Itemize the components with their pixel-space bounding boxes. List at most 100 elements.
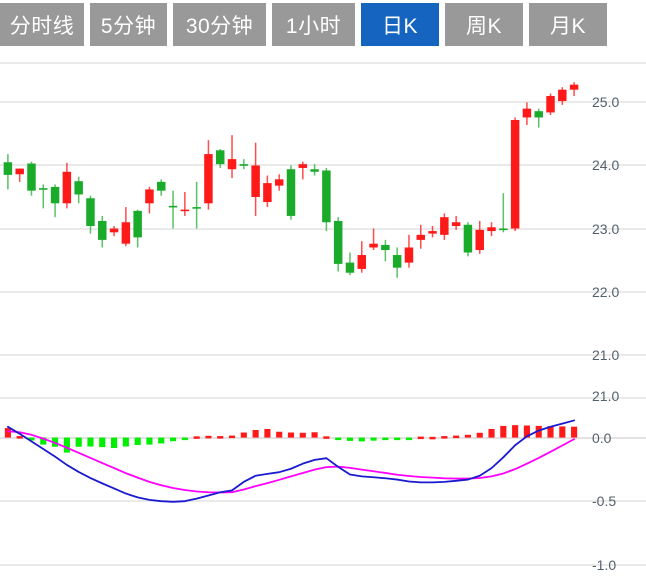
candle-body <box>227 159 237 170</box>
macd-bar-16 <box>193 436 200 439</box>
candle-11 <box>133 209 142 248</box>
gridline-price-0 <box>0 101 646 103</box>
macd-bar-47 <box>559 426 566 438</box>
candle-body <box>157 181 166 191</box>
candle-45 <box>534 108 543 128</box>
candle-body <box>215 150 225 165</box>
candle-37 <box>440 213 449 240</box>
candle-body <box>451 222 461 227</box>
candle-body <box>98 220 107 240</box>
candle-body <box>381 244 390 250</box>
candle-body <box>463 224 473 253</box>
period-tab-1[interactable]: 5分钟 <box>90 3 167 46</box>
macd-bar-10 <box>122 437 129 447</box>
candle-body <box>357 255 367 269</box>
macd-bar-7 <box>87 437 94 447</box>
candle-body <box>168 205 178 208</box>
price-tick-label-0: 25.0 <box>592 94 619 110</box>
macd-bar-26 <box>311 432 318 438</box>
candle-2 <box>27 161 36 196</box>
candle-8 <box>98 215 107 248</box>
candle-21 <box>251 142 260 216</box>
period-tab-3[interactable]: 1小时 <box>272 3 355 46</box>
candle-25 <box>298 161 308 180</box>
macd-bar-39 <box>464 434 471 438</box>
candle-body <box>274 179 284 186</box>
macd-bar-25 <box>299 432 306 438</box>
candle-body <box>369 243 378 248</box>
candle-31 <box>369 228 378 250</box>
macd-tick-label-2: -1.0 <box>592 557 616 573</box>
candle-body <box>558 89 567 102</box>
candle-33 <box>392 247 402 278</box>
period-tab-6[interactable]: 月K <box>529 3 607 46</box>
candle-body <box>192 207 201 209</box>
dif-line <box>7 419 575 503</box>
period-tab-2[interactable]: 30分钟 <box>173 3 266 46</box>
macd-bar-46 <box>547 426 554 438</box>
candle-13 <box>157 179 166 196</box>
period-tab-5[interactable]: 周K <box>445 3 523 46</box>
tab-separator <box>266 0 272 43</box>
macd-bar-38 <box>453 435 460 439</box>
macd-bar-29 <box>346 437 354 441</box>
macd-bar-48 <box>571 426 578 438</box>
macd-bar-13 <box>158 437 165 444</box>
macd-bar-36 <box>429 436 436 440</box>
candle-body <box>121 222 131 244</box>
macd-bar-8 <box>99 437 106 448</box>
candle-24 <box>286 165 296 220</box>
candle-body <box>15 168 24 175</box>
candle-body <box>133 210 142 238</box>
candle-44 <box>522 102 532 126</box>
candle-body <box>263 183 272 203</box>
candle-4 <box>50 184 60 218</box>
macd-bar-31 <box>370 437 377 441</box>
candle-29 <box>345 252 355 276</box>
period-tab-4[interactable]: 日K <box>361 3 439 46</box>
gridline-macd-0 <box>0 437 646 439</box>
candle-18 <box>215 149 225 168</box>
period-tab-bar[interactable]: 分时线 5分钟 30分钟 1小时 日K 周K 月K <box>0 0 646 50</box>
candle-body <box>50 186 60 204</box>
candlestick-series <box>3 82 579 278</box>
candle-body <box>239 164 249 166</box>
candle-16 <box>192 181 201 229</box>
macd-bar-11 <box>134 437 141 445</box>
gridline-macd-top <box>0 397 646 399</box>
gridline-price-2 <box>0 228 646 230</box>
macd-bar-0 <box>4 428 11 438</box>
candle-wick <box>231 135 233 179</box>
macd-bar-24 <box>287 432 295 438</box>
candle-20 <box>239 159 249 170</box>
price-tick-label-1: 24.0 <box>592 157 619 173</box>
macd-bar-28 <box>335 437 342 441</box>
price-tick-label-2: 23.0 <box>592 221 619 237</box>
macd-bar-20 <box>240 432 247 438</box>
macd-lines <box>7 419 575 503</box>
candle-23 <box>274 174 284 191</box>
candle-19 <box>227 135 237 179</box>
candle-body <box>286 169 296 216</box>
chart-canvas-area[interactable]: 25.0 24.0 23.0 22.0 21.0 21.0 0.0 -0.5 -1.0 <box>0 50 646 586</box>
macd-bar-6 <box>75 437 82 447</box>
candle-body <box>3 162 13 175</box>
candle-14 <box>168 190 178 229</box>
tab-separator <box>523 0 529 43</box>
candle-5 <box>62 162 72 209</box>
candle-body <box>534 111 543 118</box>
macd-bar-22 <box>264 428 271 438</box>
candle-7 <box>86 195 95 234</box>
period-tab-0[interactable]: 分时线 <box>0 3 84 46</box>
price-tick-label-3: 22.0 <box>592 284 619 300</box>
tab-separator <box>84 0 90 43</box>
candle-body <box>345 262 355 273</box>
price-axis-labels: 25.0 24.0 23.0 22.0 21.0 <box>592 94 619 363</box>
candle-body <box>428 231 437 234</box>
macd-bar-12 <box>146 437 153 445</box>
macd-bar-19 <box>228 435 236 439</box>
macd-bar-23 <box>276 431 283 438</box>
macd-bar-27 <box>323 436 330 439</box>
macd-bar-3 <box>40 437 47 445</box>
